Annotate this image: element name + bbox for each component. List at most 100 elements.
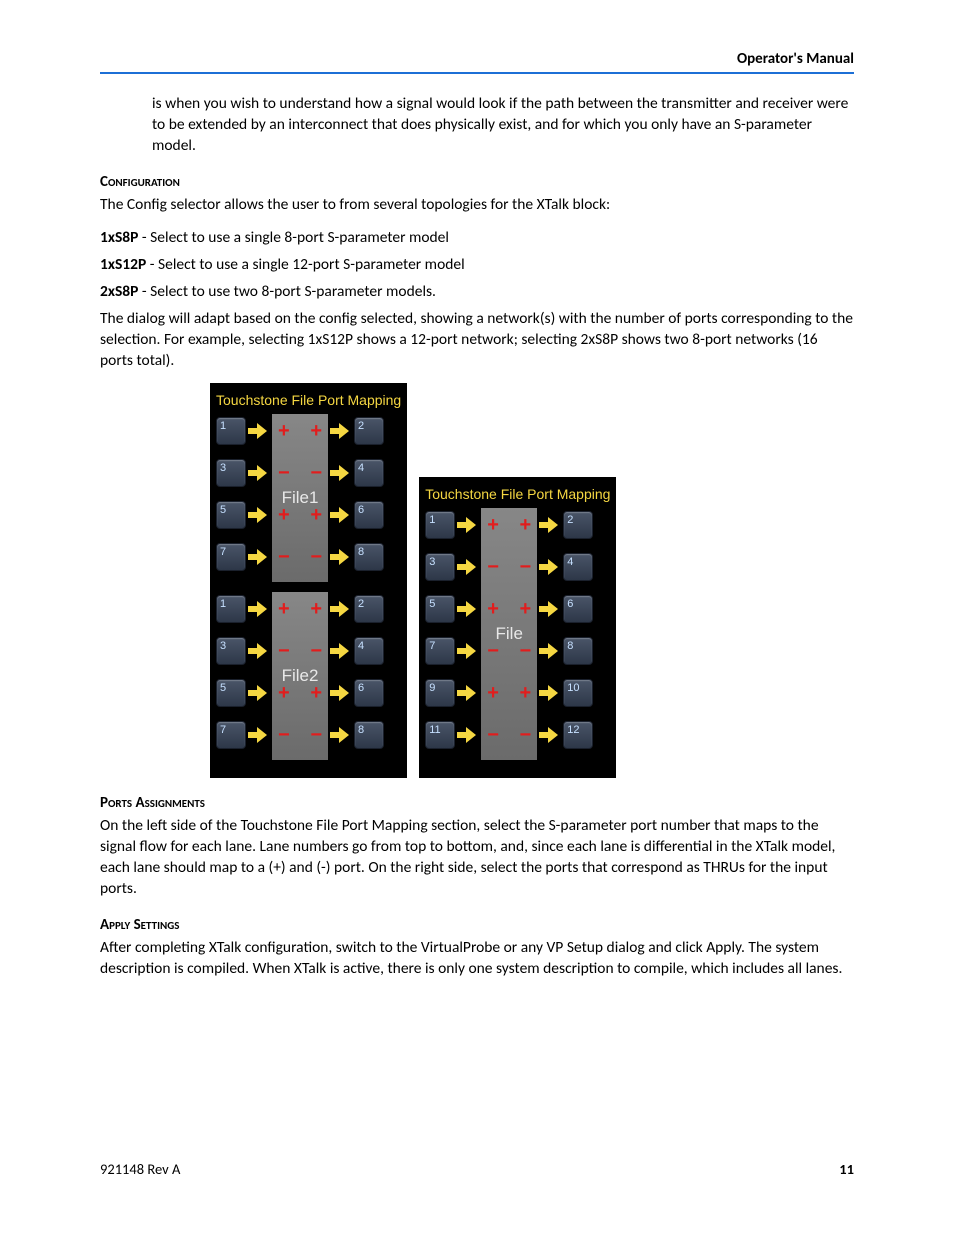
port-button[interactable]: 3 <box>425 553 455 581</box>
right-port-panel: Touchstone File Port Mapping 1 3 5 7 9 11 + + − −… <box>419 477 616 778</box>
chip-label: File2 <box>282 666 319 686</box>
chip: ++−−++−−File1 <box>272 414 328 582</box>
intro-paragraph: is when you wish to understand how a sig… <box>152 94 854 157</box>
configuration-tail: The dialog will adapt based on the confi… <box>100 309 854 372</box>
chip: ++−−++−−++−−File <box>481 508 537 760</box>
config-option-2-name: 1xS12P <box>100 255 146 274</box>
config-option-2: 1xS12P - Select to use a single 12-port … <box>100 255 854 274</box>
ports-assignments-heading: Ports Assignments <box>100 794 854 812</box>
port-button[interactable]: 1 <box>216 417 246 445</box>
port-button[interactable]: 8 <box>354 721 384 749</box>
plus-icon: + <box>310 599 322 619</box>
arrow-icon <box>457 559 479 575</box>
config-option-1-desc: - Select to use a single 8-port S-parame… <box>138 228 449 247</box>
config-option-3: 2xS8P - Select to use two 8-port S-param… <box>100 282 854 301</box>
arrow-icon <box>330 465 352 481</box>
port-button[interactable]: 5 <box>425 595 455 623</box>
port-button[interactable]: 8 <box>563 637 593 665</box>
plus-icon: + <box>278 421 290 441</box>
minus-icon: − <box>520 557 532 577</box>
plus-icon: + <box>487 599 499 619</box>
footer-rev: 921148 Rev A <box>100 1160 180 1178</box>
port-button[interactable]: 10 <box>563 679 593 707</box>
port-button[interactable]: 7 <box>425 637 455 665</box>
port-button[interactable]: 6 <box>563 595 593 623</box>
arrow-icon <box>330 727 352 743</box>
plus-icon: + <box>310 683 322 703</box>
plus-icon: + <box>487 515 499 535</box>
configuration-lead: The Config selector allows the user to f… <box>100 195 854 216</box>
page: Operator's Manual is when you wish to un… <box>0 0 954 1218</box>
minus-icon: − <box>487 725 499 745</box>
chip-label: File <box>496 624 523 644</box>
port-button[interactable]: 6 <box>354 679 384 707</box>
plus-icon: + <box>310 505 322 525</box>
port-button[interactable]: 1 <box>425 511 455 539</box>
port-button[interactable]: 5 <box>216 501 246 529</box>
apply-settings-text: After completing XTalk configuration, sw… <box>100 938 854 980</box>
port-button[interactable]: 2 <box>354 417 384 445</box>
left-port-panel: Touchstone File Port Mapping 1357++−−++−… <box>210 383 407 778</box>
arrow-icon <box>248 507 270 523</box>
arrow-icon <box>457 601 479 617</box>
port-button[interactable]: 4 <box>354 637 384 665</box>
plus-icon: + <box>520 599 532 619</box>
right-panel-title: Touchstone File Port Mapping <box>425 483 610 508</box>
page-header: Operator's Manual <box>100 50 854 74</box>
port-button[interactable]: 4 <box>563 553 593 581</box>
arrow-icon <box>330 643 352 659</box>
minus-icon: − <box>487 641 499 661</box>
arrow-icon <box>248 465 270 481</box>
arrow-icon <box>539 727 561 743</box>
file-block: 1357++−−++−−File12468 <box>216 414 401 582</box>
minus-icon: − <box>278 725 290 745</box>
arrow-icon <box>248 685 270 701</box>
plus-icon: + <box>310 421 322 441</box>
arrow-icon <box>539 601 561 617</box>
port-button[interactable]: 8 <box>354 543 384 571</box>
ports-assignments-text: On the left side of the Touchstone File … <box>100 816 854 900</box>
minus-icon: − <box>278 463 290 483</box>
minus-icon: − <box>310 463 322 483</box>
configuration-heading: Configuration <box>100 173 854 191</box>
arrow-icon <box>457 685 479 701</box>
minus-icon: − <box>310 725 322 745</box>
arrow-icon <box>330 423 352 439</box>
plus-icon: + <box>520 515 532 535</box>
chip-label: File1 <box>282 488 319 508</box>
arrow-icon <box>330 685 352 701</box>
header-title: Operator's Manual <box>737 50 854 68</box>
arrow-icon <box>330 549 352 565</box>
chip: ++−−++−−File2 <box>272 592 328 760</box>
plus-icon: + <box>278 599 290 619</box>
port-button[interactable]: 11 <box>425 721 455 749</box>
port-button[interactable]: 4 <box>354 459 384 487</box>
arrow-icon <box>457 727 479 743</box>
port-button[interactable]: 2 <box>563 511 593 539</box>
port-button[interactable]: 7 <box>216 721 246 749</box>
arrow-icon <box>539 517 561 533</box>
port-button[interactable]: 12 <box>563 721 593 749</box>
port-button[interactable]: 2 <box>354 595 384 623</box>
plus-icon: + <box>520 683 532 703</box>
port-button[interactable]: 1 <box>216 595 246 623</box>
port-button[interactable]: 5 <box>216 679 246 707</box>
arrow-icon <box>248 727 270 743</box>
port-button[interactable]: 7 <box>216 543 246 571</box>
file-block: 1357911++−−++−−++−−File24681012 <box>425 508 610 760</box>
file-block: 1357++−−++−−File22468 <box>216 592 401 760</box>
config-option-2-desc: - Select to use a single 12-port S-param… <box>146 255 464 274</box>
arrow-icon <box>539 643 561 659</box>
minus-icon: − <box>278 547 290 567</box>
port-mapping-diagram: Touchstone File Port Mapping 1357++−−++−… <box>210 383 854 778</box>
minus-icon: − <box>278 641 290 661</box>
minus-icon: − <box>520 641 532 661</box>
port-button[interactable]: 3 <box>216 637 246 665</box>
page-footer: 921148 Rev A 11 <box>100 1160 854 1178</box>
minus-icon: − <box>487 557 499 577</box>
arrow-icon <box>539 685 561 701</box>
port-button[interactable]: 3 <box>216 459 246 487</box>
config-option-3-name: 2xS8P <box>100 282 138 301</box>
port-button[interactable]: 6 <box>354 501 384 529</box>
port-button[interactable]: 9 <box>425 679 455 707</box>
